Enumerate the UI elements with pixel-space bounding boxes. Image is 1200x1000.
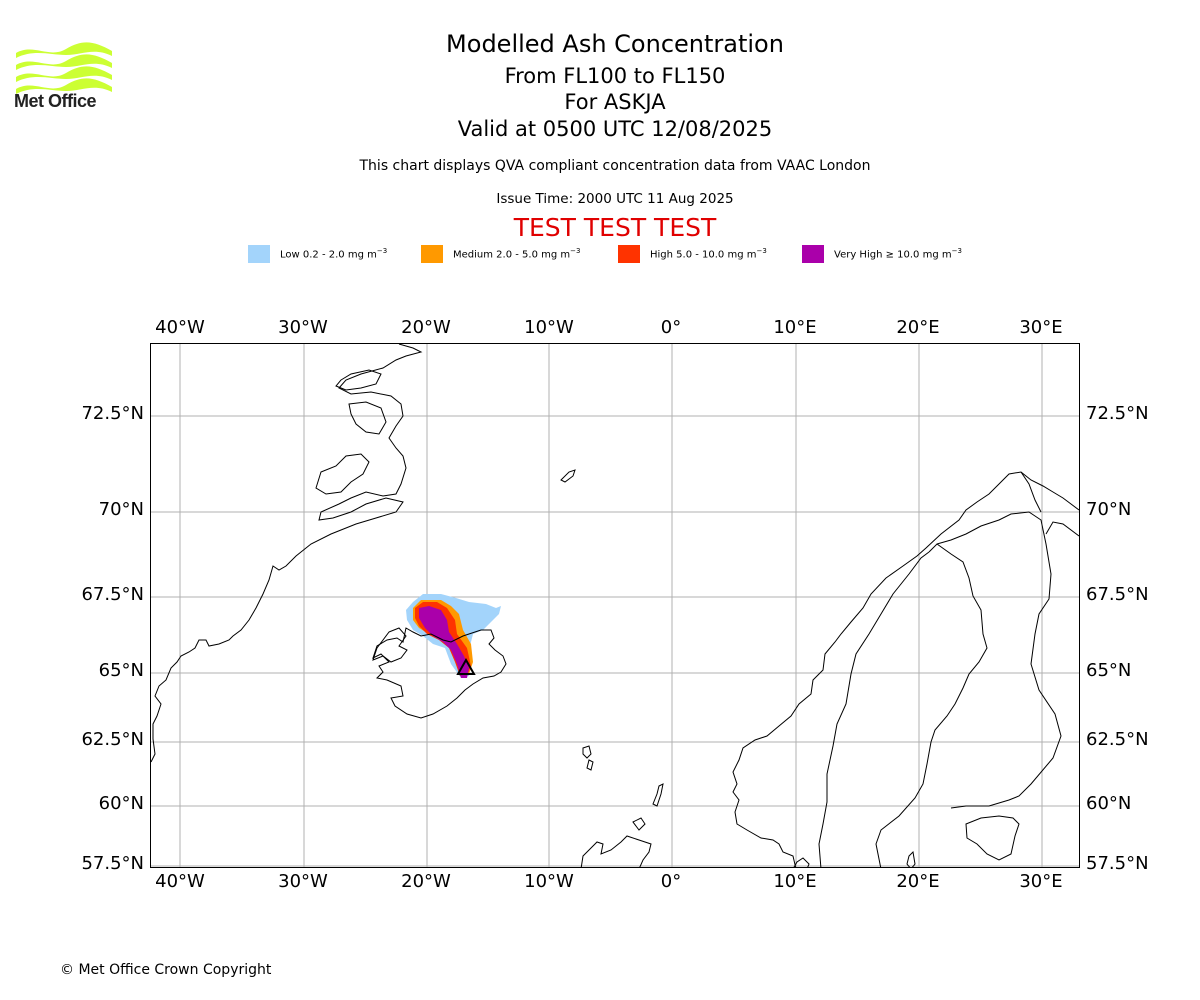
lon-label-bottom-10w: 10°W xyxy=(524,871,574,892)
lat-label-left-70n: 70°N xyxy=(98,499,144,520)
volcano-name: For ASKJA xyxy=(564,90,666,114)
greenland-coastline xyxy=(151,344,423,763)
finland-border xyxy=(936,511,1062,809)
lon-label-top-30w: 30°W xyxy=(278,317,328,338)
met-office-logo-icon xyxy=(16,42,112,94)
orkney-islands xyxy=(632,817,646,831)
legend-label-low: Low 0.2 - 2.0 mg m−3 xyxy=(280,247,388,261)
legend-swatch-very-high xyxy=(802,245,824,263)
legend-label-medium: Medium 2.0 - 5.0 mg m−3 xyxy=(453,247,581,261)
logo-text: Met Office xyxy=(14,91,97,111)
lat-label-left-72-5n: 72.5°N xyxy=(81,403,144,424)
legend-item-medium: Medium 2.0 - 5.0 mg m−3 xyxy=(421,245,580,263)
chart-title: Modelled Ash Concentration xyxy=(446,30,784,58)
lon-label-bottom-20w: 20°W xyxy=(401,871,451,892)
copyright-notice: © Met Office Crown Copyright xyxy=(60,962,272,978)
test-banner: TEST TEST TEST xyxy=(513,213,717,242)
lon-label-top-20w: 20°W xyxy=(401,317,451,338)
ash-zone-very-high xyxy=(419,606,469,678)
lat-label-right-62-5n: 62.5°N xyxy=(1086,729,1149,750)
lon-label-bottom-30w: 30°W xyxy=(278,871,328,892)
lon-label-bottom-0: 0° xyxy=(660,871,682,892)
lat-label-left-57-5n: 57.5°N xyxy=(81,853,144,874)
denmark-coastline xyxy=(793,857,810,867)
faroe-islands xyxy=(582,745,594,771)
ash-plume xyxy=(406,594,501,678)
legend-item-high: High 5.0 - 10.0 mg m−3 xyxy=(618,245,767,263)
lon-label-bottom-20e: 20°E xyxy=(896,871,940,892)
russia-border xyxy=(1020,471,1079,537)
map-area[interactable] xyxy=(150,343,1080,868)
volcano-triangle-icon xyxy=(456,657,476,675)
lat-label-right-57-5n: 57.5°N xyxy=(1086,853,1149,874)
lat-label-left-65n: 65°N xyxy=(98,660,144,681)
legend-item-low: Low 0.2 - 2.0 mg m−3 xyxy=(248,245,387,263)
greenland-fjord-1 xyxy=(335,369,382,391)
estonia-coastline xyxy=(965,815,1020,861)
lon-label-top-10w: 10°W xyxy=(524,317,574,338)
lon-label-bottom-40w: 40°W xyxy=(155,871,205,892)
norway-inland-border xyxy=(818,551,930,867)
greenland-fjord-2 xyxy=(348,401,387,435)
lat-label-right-72-5n: 72.5°N xyxy=(1086,403,1149,424)
legend-swatch-medium xyxy=(421,245,443,263)
legend-label-high: High 5.0 - 10.0 mg m−3 xyxy=(650,247,767,261)
lon-label-top-30e: 30°E xyxy=(1019,317,1063,338)
scotland-coastline xyxy=(580,835,652,867)
sweden-finland-border xyxy=(875,543,988,867)
lon-label-bottom-30e: 30°E xyxy=(1019,871,1063,892)
lat-label-left-60n: 60°N xyxy=(98,793,144,814)
map-gridlines xyxy=(151,344,1079,867)
lat-label-right-65n: 65°N xyxy=(1086,660,1132,681)
lon-label-top-40w: 40°W xyxy=(155,317,205,338)
legend-item-very-high: Very High ≥ 10.0 mg m−3 xyxy=(802,245,962,263)
greenland-fjord-3 xyxy=(315,453,370,495)
chart-description: This chart displays QVA compliant concen… xyxy=(359,158,871,174)
lat-label-right-70n: 70°N xyxy=(1086,499,1132,520)
lat-label-right-67-5n: 67.5°N xyxy=(1086,584,1149,605)
valid-time: Valid at 0500 UTC 12/08/2025 xyxy=(457,117,773,141)
iceland-coastline xyxy=(372,627,507,719)
norway-coastline xyxy=(732,471,1079,867)
map-canvas xyxy=(151,344,1079,867)
lon-label-top-0: 0° xyxy=(660,317,682,338)
flight-level: From FL100 to FL150 xyxy=(504,64,726,88)
lon-label-bottom-10e: 10°E xyxy=(773,871,817,892)
jan-mayen-island xyxy=(560,469,576,483)
lon-label-top-20e: 20°E xyxy=(896,317,940,338)
iceland-west-fjords xyxy=(372,627,408,663)
lat-label-right-60n: 60°N xyxy=(1086,793,1132,814)
issue-time: Issue Time: 2000 UTC 11 Aug 2025 xyxy=(496,191,734,207)
legend-swatch-high xyxy=(618,245,640,263)
shetland-islands xyxy=(652,783,664,807)
legend-swatch-low xyxy=(248,245,270,263)
lon-label-top-10e: 10°E xyxy=(773,317,817,338)
lat-label-left-62-5n: 62.5°N xyxy=(81,729,144,750)
gotland-island xyxy=(906,850,916,867)
legend-label-very-high: Very High ≥ 10.0 mg m−3 xyxy=(834,247,962,261)
lat-label-left-67-5n: 67.5°N xyxy=(81,584,144,605)
